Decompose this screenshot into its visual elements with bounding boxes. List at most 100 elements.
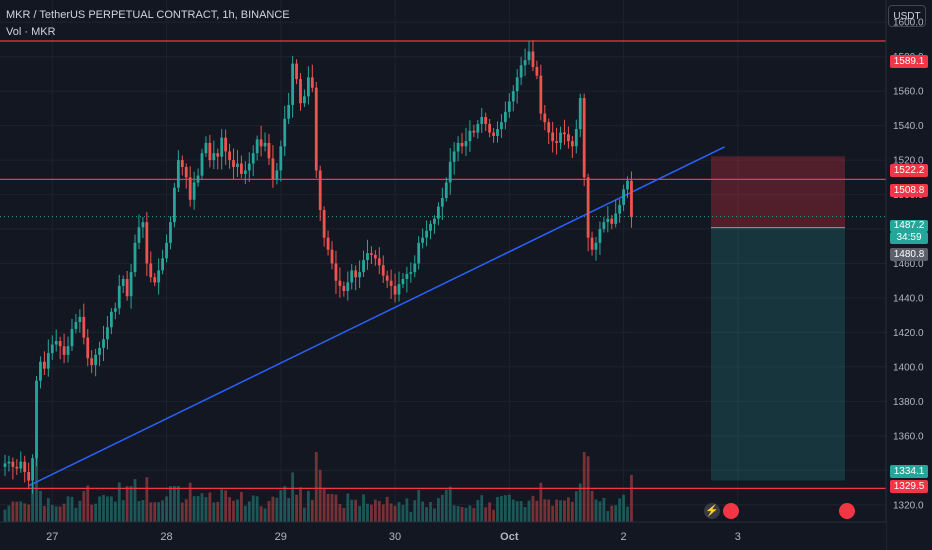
volume-bars (3, 452, 633, 522)
candle-body (531, 51, 535, 68)
volume-bar (78, 500, 82, 522)
candle-body (373, 254, 377, 259)
volume-bar (330, 494, 334, 522)
volume-bar (299, 487, 302, 522)
volume-legend: Vol · MKR (6, 26, 56, 38)
candle-body (50, 344, 54, 354)
candle-body (243, 170, 247, 174)
volume-bar (405, 498, 409, 522)
volume-bar (373, 499, 377, 522)
chart-grid (0, 0, 886, 522)
lightning-event-icon[interactable]: ⚡ (704, 503, 720, 519)
candle-body (559, 132, 562, 143)
price-label-stop: 1522.2 (890, 164, 928, 177)
candle-body (350, 270, 354, 283)
candle-body (263, 142, 267, 147)
volume-bar (570, 501, 574, 522)
candle-body (43, 361, 46, 369)
candle-body (216, 153, 220, 157)
volume-bar (303, 507, 306, 522)
volume-bar (208, 492, 212, 522)
volume-bar (567, 497, 570, 522)
candle-body (3, 463, 7, 467)
volume-bar (614, 505, 618, 522)
volume-bar (444, 489, 448, 522)
time-axis[interactable]: 27 28 29 30 Oct 2 3 (0, 521, 886, 550)
us-flag-event-icon[interactable] (723, 503, 739, 519)
candle-body (401, 279, 405, 285)
candle-body (535, 67, 539, 76)
volume-bar (283, 486, 287, 522)
candle-body (54, 341, 58, 345)
volume-bar (484, 507, 488, 522)
volume-bar (62, 503, 66, 522)
candle-body (334, 263, 338, 281)
candle-body (90, 358, 94, 366)
candle-body (303, 96, 306, 104)
candle-body (492, 132, 495, 136)
volume-bar (370, 504, 373, 522)
candle-body (354, 270, 358, 278)
candle-body (405, 273, 409, 280)
volume-bar (397, 502, 401, 522)
volume-bar (440, 494, 444, 522)
volume-bar (204, 497, 208, 522)
candle-body (137, 227, 141, 243)
candle-body (200, 153, 204, 176)
candle-body (314, 87, 318, 171)
currency-button[interactable]: USDT (888, 5, 926, 27)
volume-bar (94, 503, 98, 522)
candle-body (366, 253, 369, 261)
candle-body (70, 328, 74, 347)
candle-body (330, 249, 334, 264)
candle-body (102, 339, 105, 348)
volume-bar (377, 501, 381, 522)
volume-bar (310, 499, 314, 522)
candle-body (173, 187, 176, 223)
short-position-tool[interactable] (711, 156, 845, 481)
candle-body (433, 218, 436, 224)
candle-body (295, 63, 298, 80)
candle-body (153, 277, 157, 283)
candle-body (346, 282, 350, 292)
volume-bar (66, 496, 70, 522)
volume-bar (559, 500, 562, 522)
us-flag-event-icon-2[interactable] (839, 503, 855, 519)
volume-bar (259, 506, 263, 522)
candle-body (480, 117, 484, 124)
price-label-line-top: 1589.1 (890, 55, 928, 68)
trendline[interactable] (28, 146, 725, 487)
volume-bar (133, 479, 137, 522)
candle-body (507, 101, 511, 112)
candle-body (62, 346, 66, 355)
volume-bar (145, 477, 149, 522)
volume-bar (555, 499, 558, 522)
candle-body (291, 63, 295, 105)
candle-body (397, 284, 401, 295)
candle-body (204, 142, 208, 154)
volume-bar (188, 482, 192, 522)
volume-bar (346, 493, 350, 522)
volume-bar (511, 499, 515, 522)
candle-body (385, 275, 389, 281)
candle-body (192, 182, 196, 200)
volume-bar (23, 503, 27, 522)
volume-bar (464, 507, 468, 522)
volume-bar (232, 500, 235, 522)
candle-body (472, 130, 476, 133)
volume-bar (306, 490, 310, 522)
candle-body (622, 189, 625, 205)
horizontal-lines[interactable] (0, 40, 886, 490)
volume-bar (362, 494, 365, 522)
candle-body (437, 206, 440, 219)
candle-body (46, 353, 50, 369)
volume-bar (82, 491, 86, 522)
volume-bar (212, 502, 216, 522)
candle-body (82, 316, 86, 338)
volume-bar (102, 494, 105, 522)
candle-body (606, 218, 610, 223)
candle-body (58, 341, 62, 347)
price-label-line-bottom: 1329.5 (890, 480, 928, 493)
volume-bar (240, 491, 243, 522)
